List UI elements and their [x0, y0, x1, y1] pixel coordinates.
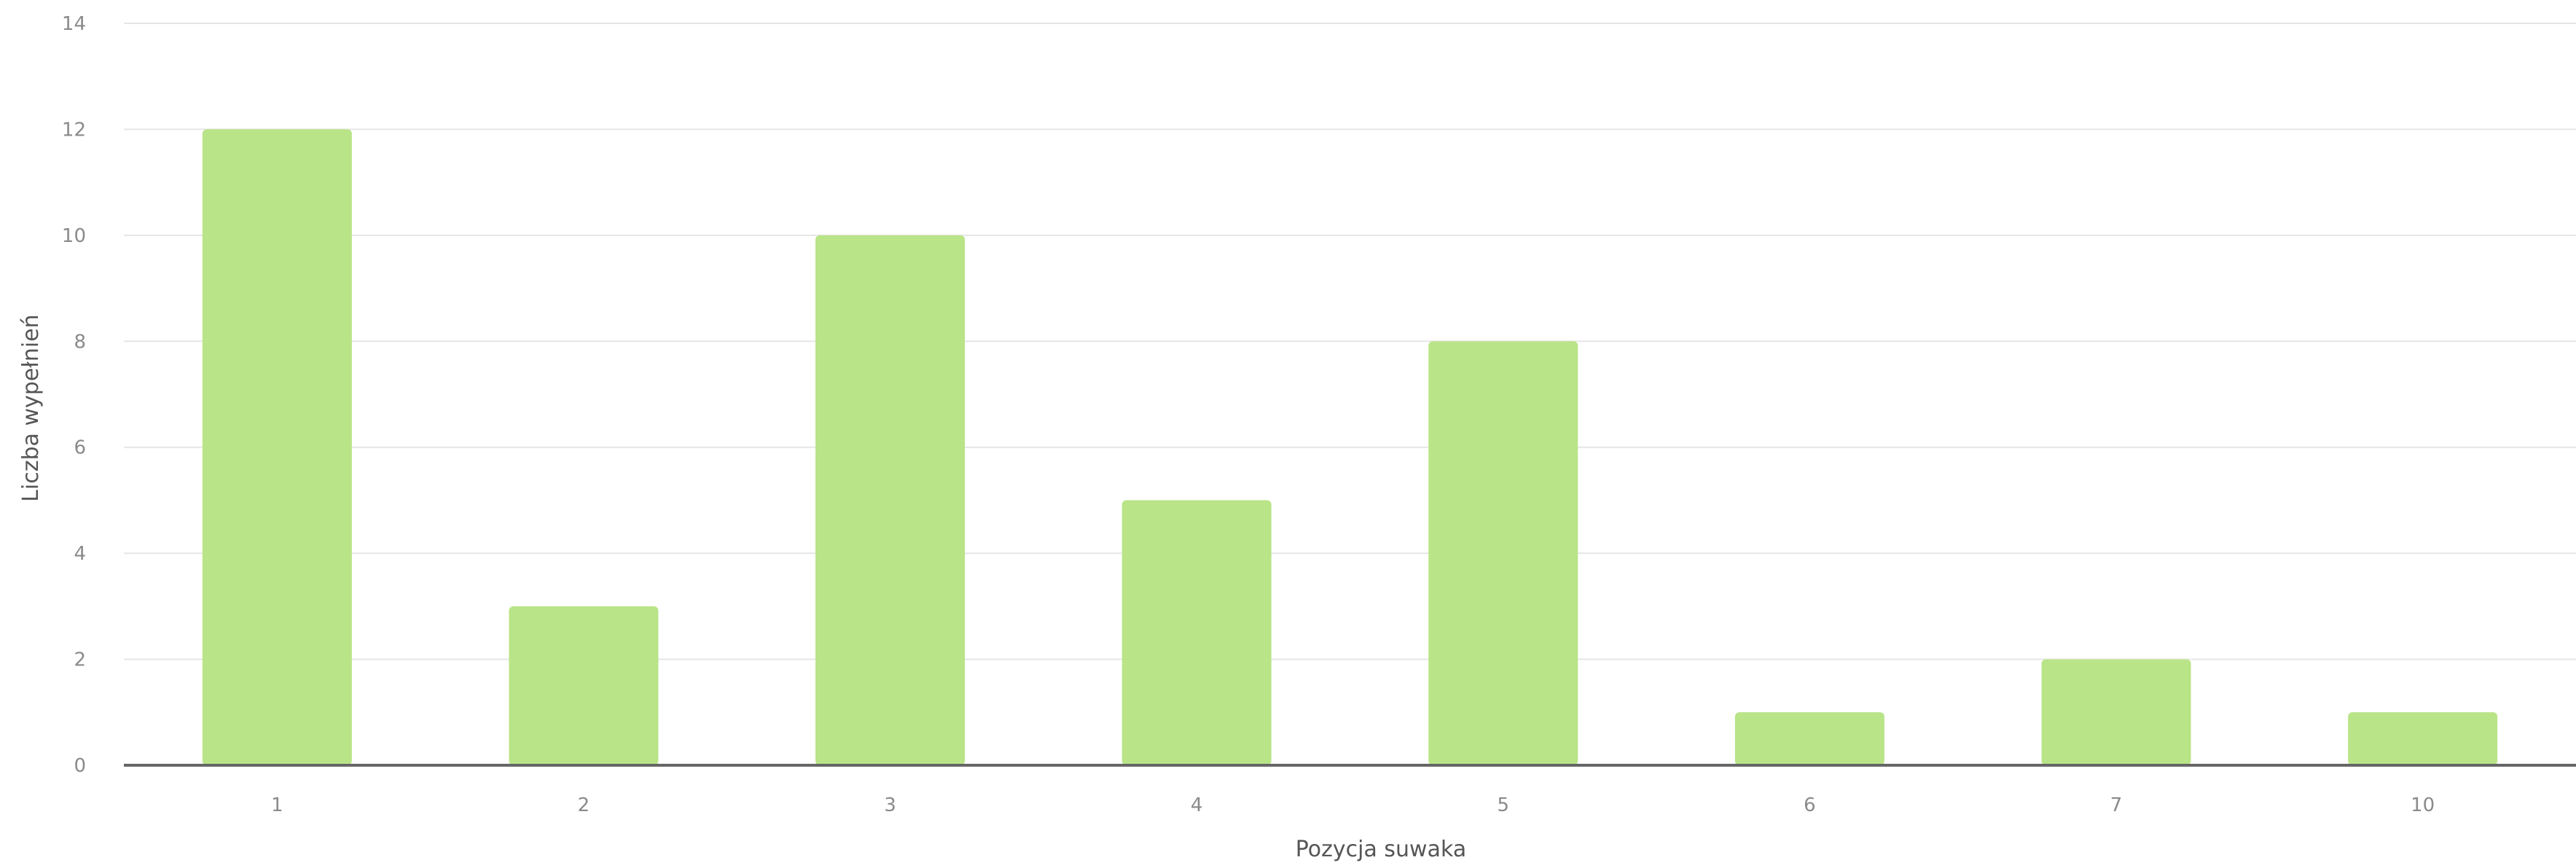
- bar-6: [1734, 712, 1884, 765]
- x-tick-label: 6: [1804, 794, 1816, 816]
- y-tick-label: 12: [62, 119, 86, 141]
- bar-4: [1121, 500, 1272, 765]
- bar-5: [1428, 341, 1578, 765]
- bar-3: [815, 235, 966, 765]
- x-tick-label: 7: [2110, 794, 2123, 816]
- x-axis-title: Pozycja suwaka: [1296, 837, 1466, 862]
- bar-10: [2348, 712, 2498, 765]
- y-tick-label: 0: [74, 755, 86, 777]
- x-tick-label: 1: [271, 794, 283, 816]
- x-tick-label: 3: [884, 794, 896, 816]
- grid-lines: [124, 23, 2576, 660]
- y-axis-title: Liczba wypełnień: [18, 314, 44, 501]
- y-tick-label: 10: [62, 225, 86, 247]
- bars: [202, 129, 2498, 765]
- y-tick-label: 14: [62, 13, 86, 35]
- bar-1: [202, 129, 352, 765]
- y-tick-label: 2: [74, 649, 86, 671]
- y-axis-ticks: 0 2 4 6 8 10 12 14: [62, 13, 86, 777]
- y-tick-label: 8: [74, 331, 86, 353]
- x-tick-label: 10: [2411, 794, 2435, 816]
- y-tick-label: 6: [74, 437, 86, 459]
- y-tick-label: 4: [74, 543, 86, 565]
- x-axis-ticks: 1 2 3 4 5 6 7 10: [271, 794, 2435, 816]
- bar-7: [2041, 659, 2191, 765]
- x-tick-label: 4: [1191, 794, 1203, 816]
- x-tick-label: 2: [578, 794, 590, 816]
- x-tick-label: 5: [1498, 794, 1510, 816]
- bar-2: [509, 606, 659, 765]
